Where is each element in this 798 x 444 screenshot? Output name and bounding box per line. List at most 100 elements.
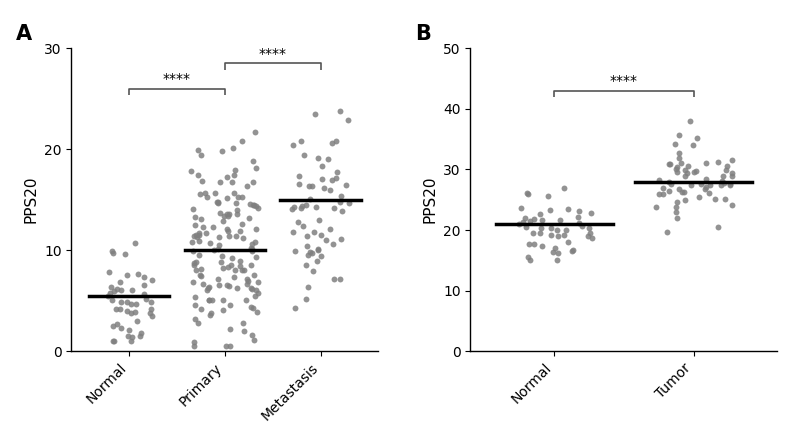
Point (235, 221, 248, 228)
Point (704, 182, 717, 189)
Point (205, 309, 218, 316)
Point (126, 286, 139, 293)
Point (516, 218, 529, 226)
Point (558, 184, 571, 191)
Point (662, 161, 675, 168)
Point (131, 318, 144, 325)
Point (721, 162, 733, 169)
Point (246, 245, 259, 252)
Point (566, 248, 579, 255)
Point (665, 180, 678, 187)
Point (708, 195, 721, 202)
Point (105, 296, 118, 303)
Point (128, 240, 141, 247)
Point (544, 206, 557, 213)
Point (315, 231, 328, 238)
Point (197, 224, 210, 231)
Point (216, 296, 229, 303)
Point (210, 198, 223, 205)
Point (717, 179, 730, 186)
Point (222, 264, 235, 271)
Point (683, 117, 696, 124)
Point (192, 229, 205, 236)
Point (670, 214, 683, 221)
Point (535, 225, 547, 232)
Point (679, 166, 692, 173)
Point (695, 180, 708, 187)
Point (520, 223, 533, 230)
Point (208, 189, 221, 196)
Point (221, 174, 234, 181)
Point (202, 285, 215, 292)
Point (293, 181, 306, 188)
Point (123, 327, 136, 334)
Point (235, 194, 248, 201)
Point (541, 192, 554, 199)
Point (289, 304, 302, 311)
Point (685, 181, 697, 188)
Point (312, 154, 325, 161)
Point (326, 176, 338, 183)
Point (335, 207, 348, 214)
Point (189, 294, 202, 301)
Point (227, 171, 240, 178)
Point (724, 181, 737, 188)
Point (108, 287, 120, 294)
Point (252, 278, 265, 285)
Point (211, 245, 224, 252)
Point (188, 339, 200, 346)
Point (230, 200, 243, 207)
Point (188, 222, 201, 229)
Point (146, 313, 159, 320)
Point (114, 278, 127, 285)
Point (242, 278, 255, 285)
Point (107, 322, 120, 329)
Point (691, 135, 704, 142)
Point (535, 217, 548, 224)
Point (235, 266, 248, 273)
Point (188, 259, 200, 266)
Point (230, 232, 243, 239)
Text: A: A (16, 24, 33, 44)
Point (719, 195, 732, 202)
Point (534, 211, 547, 218)
Point (194, 272, 207, 279)
Point (703, 189, 716, 196)
Point (300, 202, 313, 209)
Point (583, 230, 596, 237)
Point (188, 262, 200, 269)
Point (242, 214, 255, 222)
Point (218, 212, 231, 219)
Point (101, 293, 114, 300)
Point (237, 327, 250, 334)
Point (302, 182, 315, 189)
Point (144, 299, 157, 306)
Point (221, 210, 234, 217)
Point (199, 189, 211, 196)
Point (115, 286, 128, 293)
Point (137, 281, 150, 289)
Point (215, 252, 228, 259)
Point (311, 246, 324, 254)
Point (227, 273, 240, 280)
Point (110, 285, 123, 292)
Point (544, 225, 557, 232)
Point (331, 168, 344, 175)
Point (306, 249, 318, 256)
Point (673, 155, 685, 162)
Point (527, 230, 539, 237)
Point (322, 155, 334, 162)
Point (247, 272, 260, 279)
Point (315, 253, 328, 260)
Point (287, 204, 300, 211)
Point (310, 258, 323, 265)
Point (676, 189, 689, 196)
Point (195, 305, 207, 313)
Point (306, 267, 319, 274)
Point (124, 337, 137, 345)
Point (251, 309, 263, 316)
Point (250, 165, 263, 172)
Point (246, 248, 259, 255)
Point (310, 203, 322, 210)
Point (725, 170, 738, 177)
